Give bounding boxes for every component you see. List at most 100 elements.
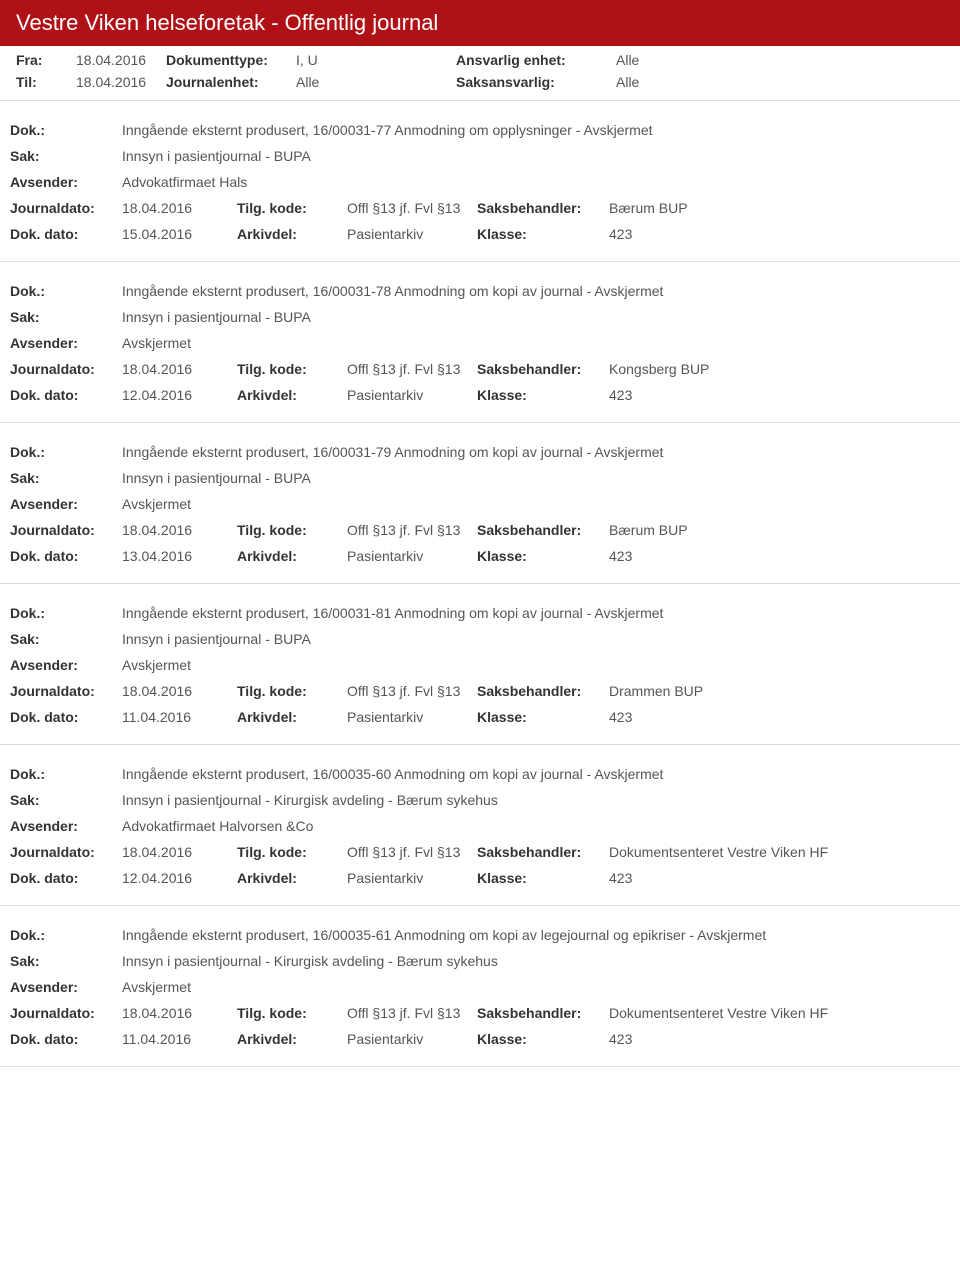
sak-label: Sak: (10, 148, 122, 164)
dok-value: Inngående eksternt produsert, 16/00031-7… (122, 444, 950, 460)
dokdato-label: Dok. dato: (10, 1031, 122, 1047)
dok-label: Dok.: (10, 444, 122, 460)
klasse-value: 423 (609, 709, 950, 725)
avsender-label: Avsender: (10, 657, 122, 673)
saksbehandler-value: Drammen BUP (609, 683, 950, 699)
tilgkode-value: Offl §13 jf. Fvl §13 (347, 200, 477, 216)
arkivdel-label: Arkivdel: (237, 1031, 347, 1047)
journaldato-value: 18.04.2016 (122, 683, 237, 699)
avsender-label: Avsender: (10, 818, 122, 834)
doktype-label: Dokumenttype: (166, 52, 296, 68)
arkivdel-label: Arkivdel: (237, 387, 347, 403)
arkivdel-value: Pasientarkiv (347, 226, 477, 242)
saksbehandler-label: Saksbehandler: (477, 522, 609, 538)
dok-label: Dok.: (10, 122, 122, 138)
saksbehandler-value: Bærum BUP (609, 200, 950, 216)
dokdato-value: 12.04.2016 (122, 387, 237, 403)
arkivdel-value: Pasientarkiv (347, 387, 477, 403)
page-title: Vestre Viken helseforetak - Offentlig jo… (0, 0, 960, 46)
sak-label: Sak: (10, 470, 122, 486)
journaldato-label: Journaldato: (10, 683, 122, 699)
arkivdel-label: Arkivdel: (237, 548, 347, 564)
journal-entry: Dok.:Inngående eksternt produsert, 16/00… (0, 906, 960, 1067)
sak-value: Innsyn i pasientjournal - BUPA (122, 309, 950, 325)
saksbehandler-label: Saksbehandler: (477, 200, 609, 216)
avsender-value: Advokatfirmaet Hals (122, 174, 950, 190)
sak-label: Sak: (10, 631, 122, 647)
fra-value: 18.04.2016 (76, 52, 166, 68)
dok-value: Inngående eksternt produsert, 16/00035-6… (122, 927, 950, 943)
sak-label: Sak: (10, 953, 122, 969)
dokdato-label: Dok. dato: (10, 548, 122, 564)
tilgkode-label: Tilg. kode: (237, 844, 347, 860)
avsender-value: Avskjermet (122, 496, 950, 512)
saksbehandler-value: Dokumentsenteret Vestre Viken HF (609, 844, 950, 860)
journaldato-label: Journaldato: (10, 361, 122, 377)
dokdato-value: 11.04.2016 (122, 1031, 237, 1047)
journal-entry: Dok.:Inngående eksternt produsert, 16/00… (0, 584, 960, 745)
dokdato-value: 12.04.2016 (122, 870, 237, 886)
dok-label: Dok.: (10, 283, 122, 299)
journaldato-value: 18.04.2016 (122, 200, 237, 216)
journaldato-value: 18.04.2016 (122, 361, 237, 377)
til-label: Til: (16, 74, 76, 90)
dokdato-label: Dok. dato: (10, 226, 122, 242)
arkivdel-label: Arkivdel: (237, 709, 347, 725)
arkivdel-value: Pasientarkiv (347, 870, 477, 886)
arkivdel-value: Pasientarkiv (347, 709, 477, 725)
ansvarlig-value: Alle (616, 52, 639, 68)
avsender-value: Advokatfirmaet Halvorsen &Co (122, 818, 950, 834)
tilgkode-value: Offl §13 jf. Fvl §13 (347, 1005, 477, 1021)
avsender-label: Avsender: (10, 174, 122, 190)
saksbehandler-value: Bærum BUP (609, 522, 950, 538)
sak-value: Innsyn i pasientjournal - BUPA (122, 631, 950, 647)
dokdato-label: Dok. dato: (10, 709, 122, 725)
saksbehandler-value: Kongsberg BUP (609, 361, 950, 377)
journal-entry: Dok.:Inngående eksternt produsert, 16/00… (0, 262, 960, 423)
dok-label: Dok.: (10, 927, 122, 943)
klasse-value: 423 (609, 548, 950, 564)
dok-value: Inngående eksternt produsert, 16/00035-6… (122, 766, 950, 782)
tilgkode-label: Tilg. kode: (237, 200, 347, 216)
klasse-value: 423 (609, 1031, 950, 1047)
sak-value: Innsyn i pasientjournal - BUPA (122, 148, 950, 164)
arkivdel-label: Arkivdel: (237, 870, 347, 886)
dokdato-value: 15.04.2016 (122, 226, 237, 242)
dokdato-value: 11.04.2016 (122, 709, 237, 725)
journaldato-label: Journaldato: (10, 1005, 122, 1021)
journaldato-label: Journaldato: (10, 522, 122, 538)
avsender-value: Avskjermet (122, 979, 950, 995)
sak-value: Innsyn i pasientjournal - Kirurgisk avde… (122, 792, 950, 808)
journaldato-label: Journaldato: (10, 200, 122, 216)
sak-label: Sak: (10, 792, 122, 808)
arkivdel-value: Pasientarkiv (347, 548, 477, 564)
klasse-label: Klasse: (477, 1031, 609, 1047)
avsender-value: Avskjermet (122, 335, 950, 351)
saksbehandler-label: Saksbehandler: (477, 361, 609, 377)
avsender-label: Avsender: (10, 979, 122, 995)
klasse-label: Klasse: (477, 870, 609, 886)
journal-entry: Dok.:Inngående eksternt produsert, 16/00… (0, 101, 960, 262)
journaldato-label: Journaldato: (10, 844, 122, 860)
saksansvarlig-value: Alle (616, 74, 639, 90)
dokdato-label: Dok. dato: (10, 387, 122, 403)
tilgkode-value: Offl §13 jf. Fvl §13 (347, 361, 477, 377)
klasse-label: Klasse: (477, 226, 609, 242)
klasse-value: 423 (609, 387, 950, 403)
arkivdel-label: Arkivdel: (237, 226, 347, 242)
klasse-label: Klasse: (477, 387, 609, 403)
klasse-label: Klasse: (477, 548, 609, 564)
avsender-label: Avsender: (10, 496, 122, 512)
klasse-value: 423 (609, 870, 950, 886)
sak-value: Innsyn i pasientjournal - Kirurgisk avde… (122, 953, 950, 969)
dok-value: Inngående eksternt produsert, 16/00031-7… (122, 122, 950, 138)
dok-label: Dok.: (10, 766, 122, 782)
saksbehandler-label: Saksbehandler: (477, 683, 609, 699)
journalenhet-value: Alle (296, 74, 456, 90)
saksansvarlig-label: Saksansvarlig: (456, 74, 616, 90)
dok-label: Dok.: (10, 605, 122, 621)
journal-entry: Dok.:Inngående eksternt produsert, 16/00… (0, 745, 960, 906)
ansvarlig-label: Ansvarlig enhet: (456, 52, 616, 68)
klasse-value: 423 (609, 226, 950, 242)
dokdato-value: 13.04.2016 (122, 548, 237, 564)
